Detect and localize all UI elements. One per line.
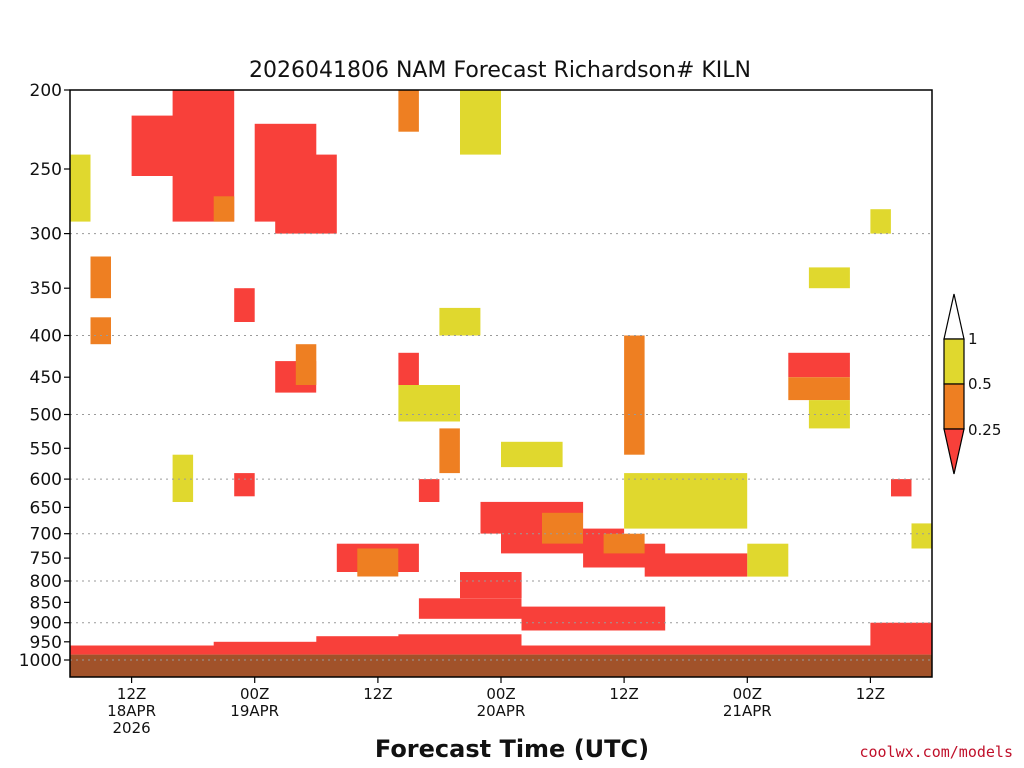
y-tick-label: 250 (30, 160, 62, 180)
y-tick-label: 300 (30, 225, 62, 245)
x-tick-label: 00Z (733, 685, 762, 703)
y-tick-label: 850 (30, 593, 62, 613)
site-credit: coolwx.com/models (859, 743, 1013, 761)
ri-region-0.25_0.5 (357, 548, 399, 577)
y-tick-label: 200 (30, 81, 62, 101)
heatmap-regions (70, 90, 932, 655)
y-tick-label: 550 (30, 439, 62, 459)
ri-region-lt_0.25 (398, 352, 419, 385)
y-tick-label: 900 (30, 614, 62, 634)
y-tick-label: 400 (30, 327, 62, 347)
legend-label-0.5: 0.5 (968, 375, 992, 393)
ri-region-0.5_1 (70, 154, 91, 222)
ri-region-lt_0.25 (788, 352, 850, 378)
x-tick-label: 12Z (856, 685, 885, 703)
y-tick-label: 950 (30, 633, 62, 653)
ri-region-lt_0.25 (521, 606, 666, 631)
ri-region-lt_0.25 (70, 645, 932, 655)
ri-region-0.5_1 (439, 307, 481, 336)
ri-region-lt_0.25 (398, 634, 522, 646)
ri-region-0.25_0.5 (439, 428, 460, 474)
ri-region-lt_0.25 (234, 288, 255, 322)
ri-region-0.5_1 (870, 209, 891, 234)
ri-region-0.25_0.5 (295, 344, 317, 385)
legend-swatch-0.25-0.5 (943, 383, 965, 430)
x-tick-label: 12Z (363, 685, 392, 703)
x-tick-label: 00Z (486, 685, 515, 703)
ri-region-lt_0.25 (234, 473, 255, 497)
ri-region-0.25_0.5 (603, 533, 645, 554)
y-tick-label: 500 (30, 406, 62, 426)
ri-region-lt_0.25 (644, 553, 748, 577)
ri-region-0.5_1 (460, 90, 501, 155)
x-tick-label: 20APR (477, 702, 526, 720)
ri-region-0.25_0.5 (542, 512, 583, 544)
ground-layer (70, 654, 932, 677)
legend-label-1: 1 (968, 330, 978, 348)
ri-region-0.25_0.5 (90, 256, 111, 299)
legend-label-0.25: 0.25 (968, 421, 1001, 439)
legend-swatch-0.5-1 (943, 338, 965, 385)
y-tick-label: 650 (30, 498, 62, 518)
ri-region-0.25_0.5 (788, 377, 850, 401)
legend-lower-arrow (943, 428, 965, 475)
y-tick-label: 800 (30, 572, 62, 592)
ri-region-lt_0.25 (418, 598, 522, 619)
ri-region-lt_0.25 (460, 572, 522, 599)
chart-title: 2026041806 NAM Forecast Richardson# KILN (249, 58, 751, 83)
x-tick-label: 12Z (609, 685, 638, 703)
y-tick-label: 750 (30, 549, 62, 569)
ri-region-0.5_1 (808, 267, 850, 289)
y-tick-label: 600 (30, 470, 62, 490)
x-tick-label: 18APR (107, 702, 156, 720)
x-tick-label: 00Z (240, 685, 269, 703)
ri-region-lt_0.25 (275, 154, 337, 234)
y-axis: 200 250 300 350 400 450 500 550 600 650 700 750 8008… (19, 81, 70, 671)
ri-region-0.5_1 (911, 523, 932, 549)
legend-upper-arrow (943, 293, 965, 340)
colorbar-legend: 1 0.5 0.25 (943, 293, 1001, 475)
x-tick-label: 2026 (113, 719, 151, 737)
y-tick-label: 350 (30, 279, 62, 299)
ri-region-0.25_0.5 (90, 317, 111, 345)
x-tick-label: 12Z (117, 685, 146, 703)
y-tick-label: 700 (30, 525, 62, 545)
ri-region-lt_0.25 (891, 479, 912, 497)
y-tick-label: 1000 (19, 651, 62, 671)
x-tick-label: 19APR (230, 702, 279, 720)
y-tick-label: 450 (30, 368, 62, 388)
ri-region-0.5_1 (501, 441, 563, 468)
ri-region-0.25_0.5 (624, 335, 645, 455)
ri-region-lt_0.25 (418, 479, 440, 502)
plot-area (69, 89, 933, 678)
x-tick-label: 21APR (723, 702, 772, 720)
ri-region-0.5_1 (398, 385, 460, 422)
ri-region-0.5_1 (624, 473, 748, 529)
x-axis-label: Forecast Time (UTC) (375, 735, 649, 763)
ri-region-0.5_1 (172, 454, 194, 502)
ri-region-0.5_1 (747, 543, 789, 577)
ri-region-0.25_0.5 (398, 90, 419, 132)
ri-region-lt_0.25 (870, 622, 932, 646)
ri-region-0.25_0.5 (213, 196, 235, 222)
ri-region-lt_0.25 (316, 636, 440, 646)
